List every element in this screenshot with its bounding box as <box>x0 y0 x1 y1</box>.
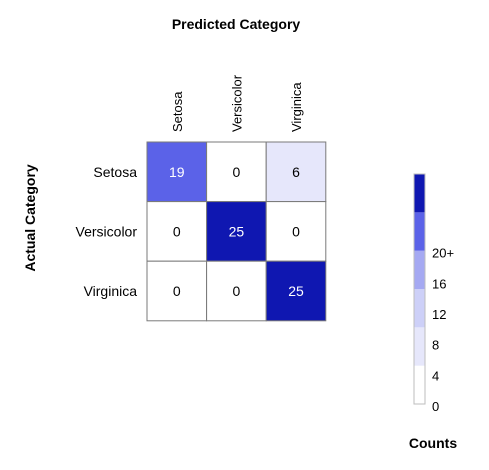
cell-value-label: 0 <box>233 164 241 180</box>
x-tick-label: Virginica <box>289 82 304 132</box>
heatmap-cell <box>265 141 327 203</box>
legend-tick-label: 4 <box>432 368 439 383</box>
legend-color-swatch <box>414 327 425 366</box>
legend-tick-label: 12 <box>432 307 446 322</box>
y-tick-labels: Setosa Versicolor Virginica <box>76 164 138 299</box>
heatmap-cell <box>206 141 267 203</box>
legend-tick-label: 16 <box>432 276 446 291</box>
legend-color-swatch <box>414 250 425 289</box>
y-tick-label: Virginica <box>84 283 138 299</box>
legend-tick-label: 8 <box>432 338 439 353</box>
legend-color-swatch <box>414 365 425 404</box>
cell-value-label: 0 <box>233 283 241 299</box>
cell-value-label: 19 <box>169 164 185 180</box>
cell-value-label: 25 <box>229 223 245 239</box>
legend-title: Counts <box>409 435 457 451</box>
heatmap-cell <box>265 260 327 322</box>
heatmap-cell <box>146 260 208 322</box>
x-tick-label: Setosa <box>170 91 185 132</box>
heatmap-cell <box>206 260 267 322</box>
x-axis-title: Predicted Category <box>172 16 301 32</box>
y-axis-title: Actual Category <box>22 164 38 272</box>
legend-bar-outline <box>413 173 426 405</box>
heatmap-cell <box>265 201 327 262</box>
cell-value-label: 0 <box>173 283 181 299</box>
x-tick-label: Versicolor <box>229 74 244 132</box>
heatmap-cells: 19 0 6 0 25 0 0 0 25 <box>146 141 327 322</box>
y-tick-label: Setosa <box>93 164 137 180</box>
legend-color-swatch <box>414 174 425 213</box>
cell-value-label: 0 <box>292 223 300 239</box>
cell-value-label: 6 <box>292 164 300 180</box>
heatmap-cell <box>146 141 208 203</box>
legend-color-swatch <box>414 289 425 328</box>
legend-color-swatch <box>414 212 425 251</box>
legend-tick-label: 20+ <box>432 246 454 261</box>
x-tick-labels: Setosa Versicolor Virginica <box>170 74 304 132</box>
cell-value-label: 0 <box>173 223 181 239</box>
color-legend: 0 4 8 12 16 20+ <box>413 173 454 414</box>
y-tick-label: Versicolor <box>76 223 138 239</box>
legend-tick-label: 0 <box>432 399 439 414</box>
cell-value-label: 25 <box>288 283 304 299</box>
